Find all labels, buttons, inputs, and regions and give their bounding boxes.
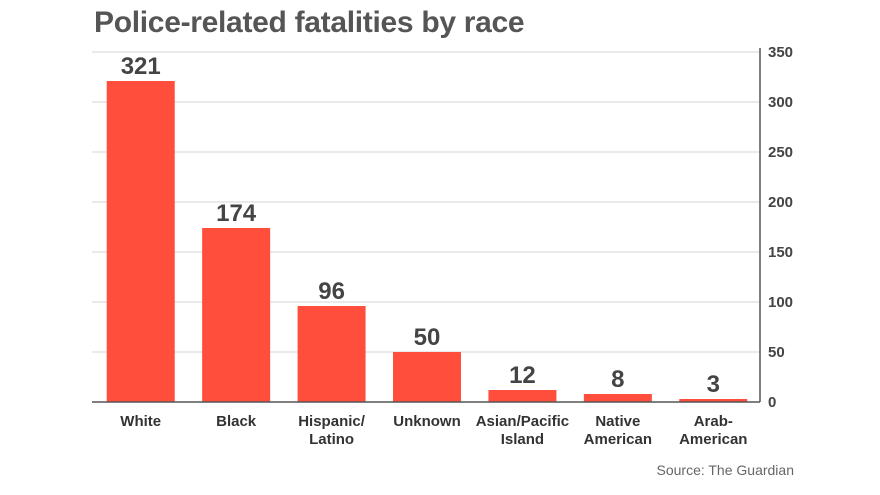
- category-label: White: [120, 413, 161, 430]
- category-label: Unknown: [393, 413, 461, 430]
- bar: [679, 399, 748, 402]
- data-label: 3: [707, 371, 720, 398]
- bar: [106, 81, 175, 402]
- y-tick-label: 150: [768, 244, 793, 261]
- data-label: 321: [121, 53, 161, 80]
- y-tick-label: 350: [768, 44, 793, 61]
- gridlines: [92, 51, 760, 353]
- bar: [583, 394, 652, 402]
- bar: [488, 390, 557, 402]
- chart-title: Police-related fatalities by race: [94, 6, 525, 39]
- category-label: Asian/Pacific Island: [476, 413, 569, 448]
- bar: [202, 228, 271, 402]
- bars: [106, 81, 748, 402]
- category-labels: White Black Hispanic/Latino Unknown Asian/Pa…: [120, 413, 747, 448]
- category-label: Hispanic/Latino: [298, 413, 366, 448]
- data-label: 50: [414, 324, 441, 351]
- y-tick-label: 0: [768, 394, 776, 411]
- y-tick-label: 50: [768, 344, 785, 361]
- data-label: 8: [611, 366, 624, 393]
- y-tick-labels: 0 50 100 150 200 250 300 350: [768, 44, 793, 411]
- data-label: 96: [318, 278, 345, 305]
- data-labels: 321 174 96 50 12 8 3: [121, 53, 720, 398]
- y-tick-label: 100: [768, 294, 793, 311]
- y-tick-label: 200: [768, 194, 793, 211]
- source-note: Source: The Guardian: [656, 462, 795, 478]
- category-label: Black: [216, 413, 257, 430]
- data-label: 12: [509, 362, 536, 389]
- y-tick-label: 300: [768, 94, 793, 111]
- y-tick-label: 250: [768, 144, 793, 161]
- category-label: Native American: [584, 413, 652, 448]
- category-label: Arab-American: [679, 413, 747, 448]
- bar: [297, 306, 366, 402]
- data-label: 174: [216, 200, 257, 227]
- bar: [393, 352, 461, 402]
